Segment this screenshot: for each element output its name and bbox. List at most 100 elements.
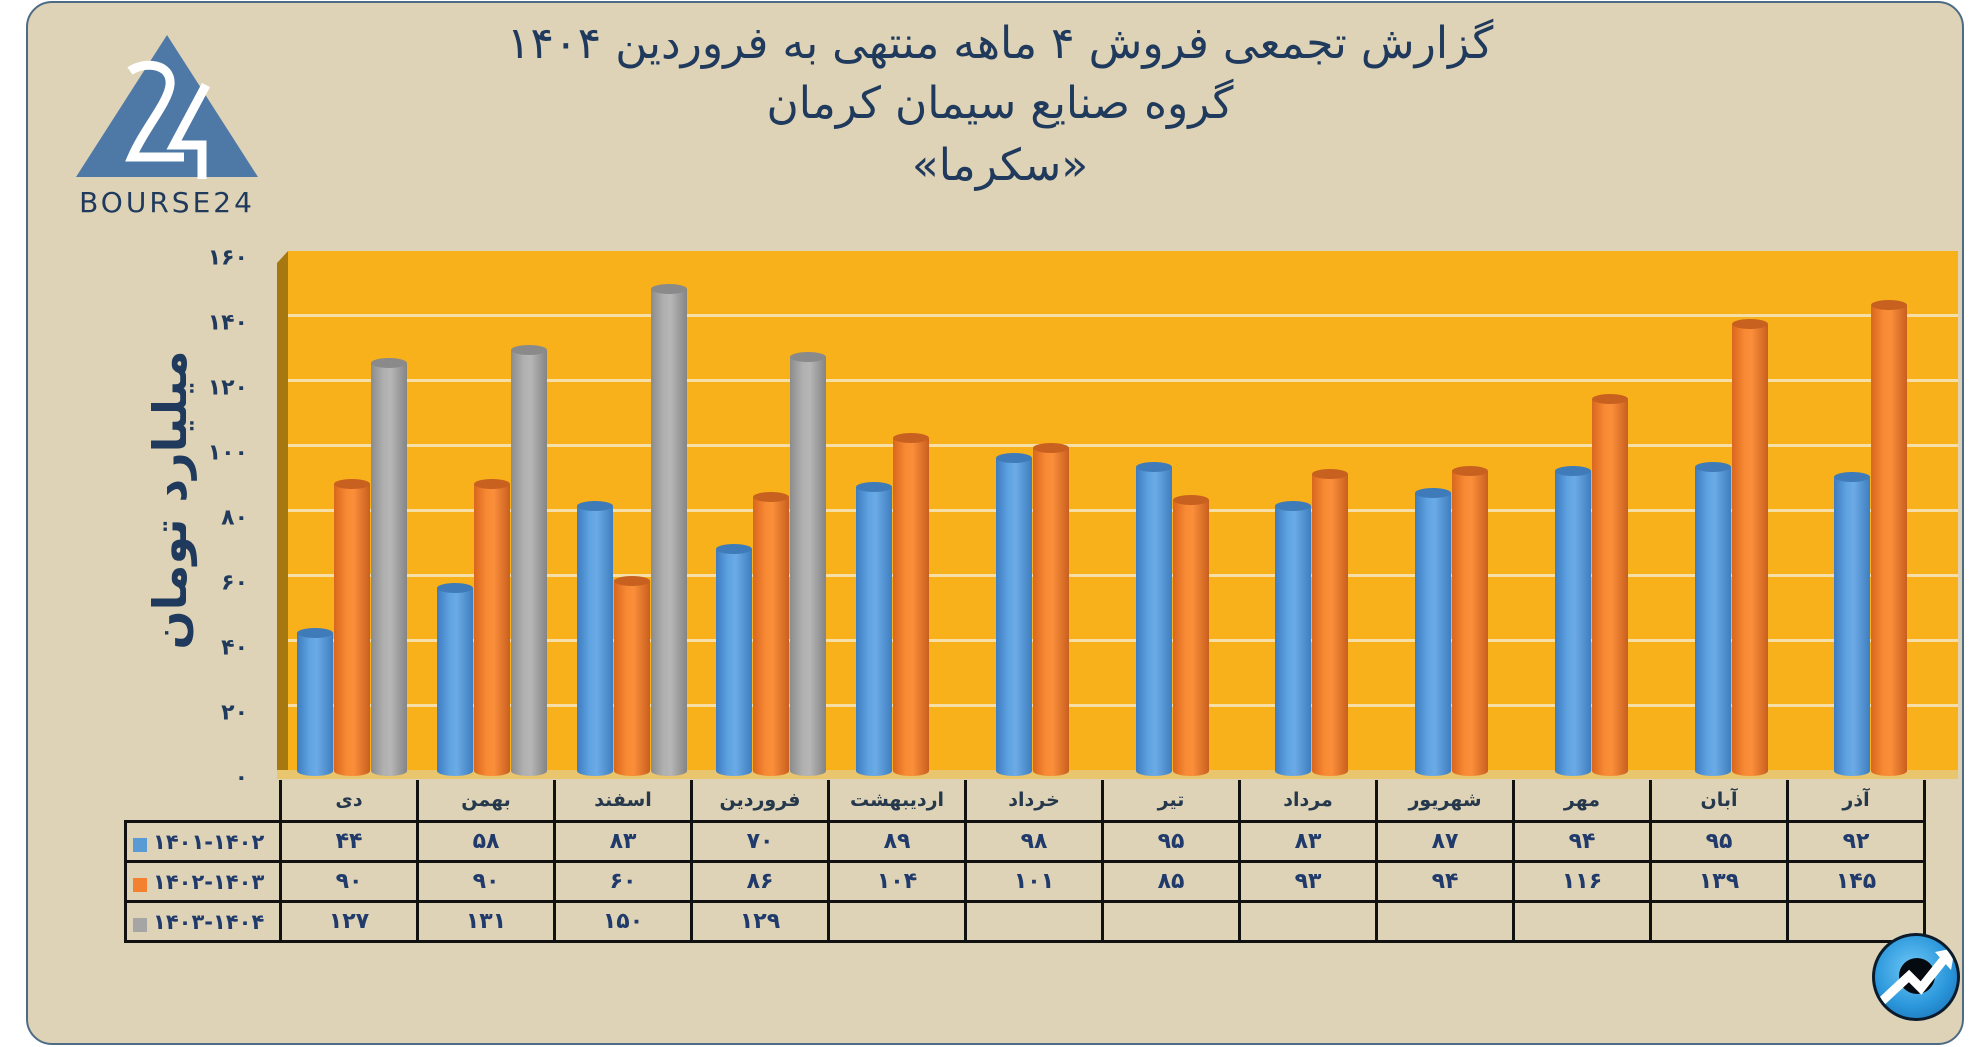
month-header: تیر — [1101, 780, 1241, 823]
y-tick-label: ۲۰ — [221, 700, 248, 726]
table-cell: ۱۲۷ — [279, 900, 419, 943]
legend-swatch-icon — [133, 837, 147, 852]
gridline — [288, 574, 1958, 577]
gridline — [288, 314, 1958, 317]
ticker-symbol: «سکرما» — [911, 140, 1089, 191]
table-cell — [1238, 900, 1378, 943]
gridline — [288, 704, 1958, 707]
month-header: مهر — [1512, 780, 1652, 823]
data-table: دی بهمن اسفند فروردین اردیبهشت خرداد تیر مرداد ش… — [124, 780, 1926, 943]
table-cell: ۹۲ — [1786, 820, 1926, 863]
bar-1401-1402-مرداد — [1275, 501, 1312, 776]
table-row: ۱۴۰۲-۱۴۰۳ ۹۰ ۹۰ ۶۰ ۸۶ ۱۰۴ ۱۰۱ ۸۵ ۹۳ ۹۴ ۱۱۶ ۱۳۹ ۱۴۵ — [124, 860, 1926, 903]
y-tick-label: ۱۶۰ — [207, 245, 248, 271]
table-cell: ۹۳ — [1238, 860, 1378, 903]
bourse24-logo-icon — [76, 35, 258, 179]
table-cell: ۹۴ — [1375, 860, 1515, 903]
bar-1401-1402-آذر — [1834, 472, 1871, 776]
month-header: دی — [279, 780, 419, 823]
table-cell: ۹۴ — [1512, 820, 1652, 863]
table-cell: ۵۸ — [416, 820, 556, 863]
legend-text: ۱۴۰۱-۱۴۰۲ — [153, 829, 265, 854]
table-cell: ۱۵۰ — [553, 900, 693, 943]
table-row: ۱۴۰۳-۱۴۰۴ ۱۲۷ ۱۳۱ ۱۵۰ ۱۲۹ — [124, 900, 1926, 943]
table-cell: ۱۲۹ — [690, 900, 830, 943]
gridline — [288, 639, 1958, 642]
bar-1403-1404-بهمن — [510, 345, 547, 776]
month-header: فروردین — [690, 780, 830, 823]
bar-1401-1402-شهریور — [1415, 488, 1451, 776]
table-cell: ۹۸ — [964, 820, 1104, 863]
table-cell: ۱۱۶ — [1512, 860, 1652, 903]
bar-1403-1404-دی — [371, 358, 407, 776]
y-tick-label: ۶۰ — [221, 570, 248, 596]
bar-1401-1402-آبان — [1694, 462, 1731, 776]
month-header: مرداد — [1238, 780, 1378, 823]
legend-swatch-icon — [133, 917, 147, 932]
bar-1402-1403-تیر — [1172, 494, 1209, 776]
table-cell: ۹۵ — [1649, 820, 1789, 863]
legend-swatch-icon — [133, 877, 147, 892]
gridline — [288, 379, 1958, 382]
table-cell: ۹۵ — [1101, 820, 1241, 863]
table-cell: ۸۷ — [1375, 820, 1515, 863]
month-header: آبان — [1649, 780, 1789, 823]
table-cell: ۱۰۱ — [964, 860, 1104, 903]
report-title: گزارش تجمعی فروش ۴ ماهه منتهی به فروردین… — [506, 18, 1494, 69]
bar-1403-1404-فروردین — [790, 351, 827, 776]
month-header: اردیبهشت — [827, 780, 967, 823]
bar-1401-1402-دی — [297, 628, 333, 776]
bar-1402-1403-آبان — [1731, 319, 1768, 776]
month-header: بهمن — [416, 780, 556, 823]
bar-1402-1403-شهریور — [1452, 465, 1488, 776]
legend-label: ۱۴۰۱-۱۴۰۲ — [124, 820, 282, 863]
table-cell — [827, 900, 967, 943]
bar-1403-1404-اسفند — [650, 283, 687, 776]
bar-1402-1403-بهمن — [473, 478, 510, 776]
table-cell: ۸۹ — [827, 820, 967, 863]
company-name: گروه صنایع سیمان کرمان — [766, 78, 1234, 129]
table-cell: ۱۴۵ — [1786, 860, 1926, 903]
bar-1402-1403-اسفند — [613, 576, 650, 776]
bar-1401-1402-اسفند — [576, 501, 613, 776]
y-tick-label: ۱۴۰ — [207, 310, 248, 336]
trend-arrow-icon — [1872, 933, 1960, 1021]
month-header: شهریور — [1375, 780, 1515, 823]
table-cell: ۹۰ — [416, 860, 556, 903]
gridline — [288, 444, 1958, 447]
bar-1401-1402-مهر — [1554, 465, 1591, 776]
table-cell: ۸۶ — [690, 860, 830, 903]
table-cell — [1375, 900, 1515, 943]
table-cell — [964, 900, 1104, 943]
plot-side-wall — [277, 251, 288, 776]
legend-label: ۱۴۰۳-۱۴۰۴ — [124, 900, 282, 943]
table-cell: ۹۰ — [279, 860, 419, 903]
table-cell: ۱۳۹ — [1649, 860, 1789, 903]
logo-text: BOURSE24 — [79, 186, 255, 219]
table-corner — [125, 780, 282, 823]
legend-text: ۱۴۰۳-۱۴۰۴ — [153, 909, 265, 934]
bar-1401-1402-اردیبهشت — [856, 481, 892, 776]
bar-1401-1402-تیر — [1135, 462, 1172, 776]
bar-1402-1403-فروردین — [753, 491, 790, 776]
bar-1402-1403-مرداد — [1312, 468, 1349, 776]
table-cell: ۱۰۴ — [827, 860, 967, 903]
table-cell: ۸۳ — [1238, 820, 1378, 863]
plot-floor — [277, 770, 1958, 779]
table-cell — [1101, 900, 1241, 943]
table-cell: ۸۵ — [1101, 860, 1241, 903]
table-cell — [1649, 900, 1789, 943]
table-cell — [1512, 900, 1652, 943]
legend-label: ۱۴۰۲-۱۴۰۳ — [124, 860, 282, 903]
month-header: اسفند — [553, 780, 693, 823]
bar-1401-1402-خرداد — [995, 452, 1032, 776]
table-cell: ۶۰ — [553, 860, 693, 903]
table-cell: ۴۴ — [279, 820, 419, 863]
table-cell: ۸۳ — [553, 820, 693, 863]
bar-1402-1403-اردیبهشت — [893, 433, 929, 776]
table-cell: ۱۳۱ — [416, 900, 556, 943]
table-header-row: دی بهمن اسفند فروردین اردیبهشت خرداد تیر مرداد ش… — [125, 780, 1926, 823]
legend-text: ۱۴۰۲-۱۴۰۳ — [153, 869, 265, 894]
bar-1402-1403-مهر — [1591, 394, 1628, 776]
bar-1401-1402-بهمن — [436, 582, 473, 776]
